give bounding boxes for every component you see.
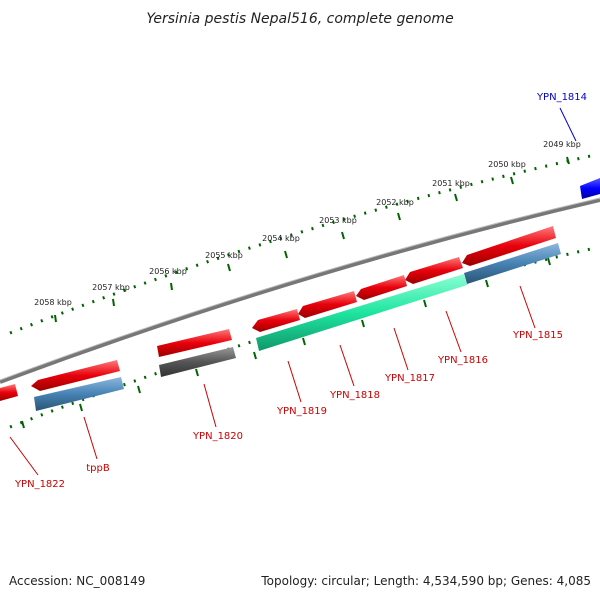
leader-tppb [83,416,98,460]
gene-label-ypn-1822: YPN_1822 [14,479,65,490]
scale-inner-ticks [21,257,551,429]
scale-major-ticks [54,156,570,323]
inner-tick [547,257,551,266]
leader-ypn-1814 [559,107,577,142]
tick-2050 [510,176,514,185]
tick-2052 [397,212,401,221]
leader-ypn-1822 [9,436,39,476]
kbp-label: 2049 kbp [543,140,581,149]
genome-backbone-highlight [0,197,600,381]
topology-text: Topology: circular; Length: 4,534,590 bp… [260,574,591,588]
gene-label-ypn-1818: YPN_1818 [329,390,380,401]
leader-ypn-1817 [393,327,409,371]
gene-label-ypn-1819: YPN_1819 [276,406,327,417]
label-leaders [9,285,536,476]
track-green-1816-1819 [256,274,467,351]
cds-ypn-1817 [356,275,407,300]
inner-tick [253,351,257,360]
gene-labels: YPN_1814 YPN_1815 YPN_1816 YPN_1817 YPN_… [14,92,587,490]
inner-tick [361,319,365,328]
cds-ypn-1820 [157,329,232,357]
tick-2054 [284,250,288,259]
scale-ruler-inner [9,246,596,429]
kbp-label: 2055 kbp [205,251,243,260]
tick-2051 [454,193,458,202]
kbp-label: 2053 kbp [319,216,357,225]
leader-ypn-1816 [445,310,462,353]
leader-ypn-1818 [339,344,355,387]
kbp-label: 2050 kbp [488,160,526,169]
inner-tick [485,279,489,288]
cds-ypn-1814 [580,178,600,199]
kbp-label: 2051 kbp [432,179,470,188]
leader-ypn-1819 [287,360,302,403]
inner-tick [302,337,306,346]
track-gray-1820 [159,347,236,377]
scale-ruler-outer [9,153,596,335]
cds-ypn-1822 [0,384,18,401]
cds-ypn-1816 [405,257,463,284]
inner-tick [137,385,141,394]
scale-labels: 2049 kbp 2050 kbp 2051 kbp 2052 kbp 2053… [34,140,581,307]
gene-label-ypn-1815: YPN_1815 [512,330,563,341]
cds-tppb [31,360,120,391]
tick-2053 [341,231,345,240]
tick-2055 [227,263,231,272]
kbp-label: 2058 kbp [34,298,72,307]
inner-tick [79,403,83,412]
leader-ypn-1820 [203,383,217,428]
track-steel-tppb [34,377,124,411]
kbp-label: 2052 kbp [376,198,414,207]
gene-label-ypn-1817: YPN_1817 [384,373,435,384]
track-steel-1815 [464,243,561,284]
kbp-label: 2056 kbp [149,267,187,276]
inner-tick [423,299,427,308]
inner-tick [195,368,199,377]
kbp-label: 2057 kbp [92,283,130,292]
gene-label-tppb: tppB [86,463,110,474]
tick-2049 [566,156,570,165]
cds-ypn-1819 [252,309,300,332]
inner-tick [21,420,25,429]
cds-ypn-1815 [462,226,556,266]
map-title: Yersinia pestis Nepal516, complete genom… [146,11,453,27]
cds-ypn-1818 [298,291,357,318]
cds-red-track [0,226,556,401]
kbp-label: 2054 kbp [262,234,300,243]
tick-2057 [112,298,115,307]
tick-2056 [170,282,173,291]
accession-text: Accession: NC_008149 [9,574,145,588]
gene-label-ypn-1816: YPN_1816 [437,355,488,366]
genome-backbone [0,198,600,384]
feature-lower-track [34,243,561,411]
gene-label-ypn-1820: YPN_1820 [192,431,243,442]
gene-label-ypn-1814: YPN_1814 [536,92,587,103]
leader-ypn-1815 [519,285,536,329]
tick-2058 [54,314,57,323]
